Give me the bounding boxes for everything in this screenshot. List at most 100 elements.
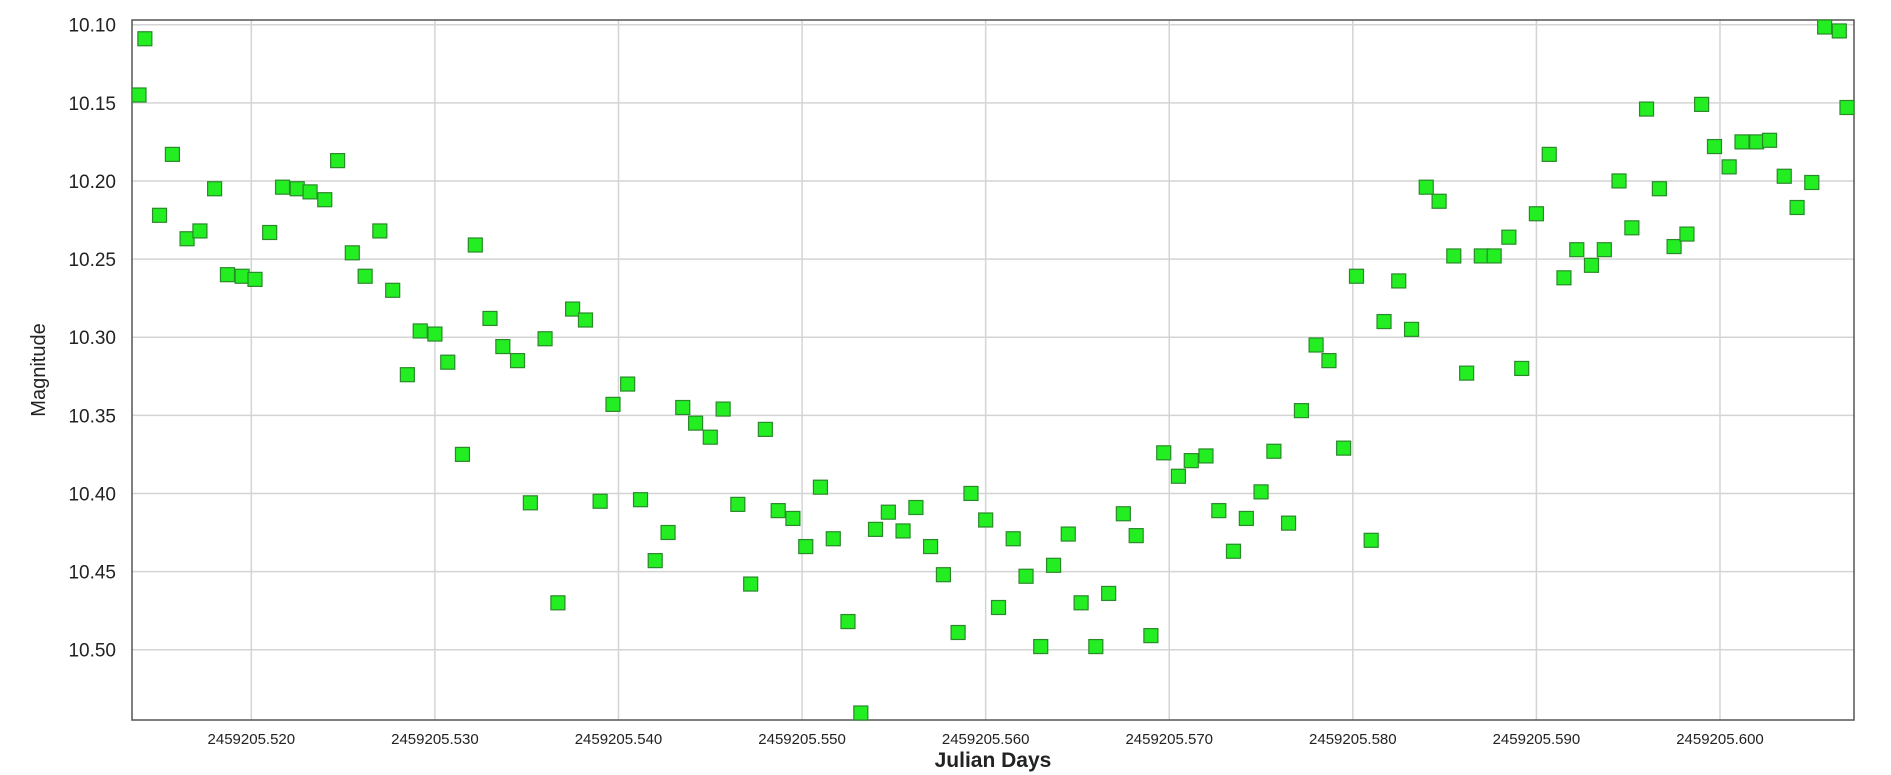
data-point — [1776, 168, 1792, 184]
data-point — [1651, 181, 1668, 197]
data-point — [522, 495, 538, 511]
data-point — [908, 499, 924, 516]
plot-frame — [131, 19, 1855, 721]
data-point — [344, 245, 360, 261]
data-point — [1431, 193, 1447, 209]
data-point — [935, 567, 952, 583]
data-point — [274, 179, 291, 195]
data-point — [577, 312, 594, 328]
data-point — [385, 282, 401, 298]
x-tick-label: 2459205.530 — [391, 731, 479, 748]
data-point — [620, 376, 636, 392]
data-point — [1045, 557, 1062, 573]
data-point — [1734, 134, 1750, 150]
data-point — [1170, 468, 1187, 484]
y-tick-label: 10.50 — [68, 641, 116, 662]
data-point — [978, 512, 994, 528]
data-point — [1073, 595, 1089, 611]
data-point — [1376, 313, 1392, 330]
x-tick-label: 2459205.580 — [1309, 731, 1397, 748]
data-point — [1611, 173, 1627, 189]
y-axis-ticks: 10.10 10.15 10.20 10.25 10.30 10.35 10.40 10.45… — [68, 16, 116, 662]
data-point — [715, 401, 731, 417]
data-point — [1804, 174, 1820, 191]
data-point — [647, 553, 663, 569]
data-point — [798, 538, 814, 555]
data-point — [592, 493, 608, 509]
data-point — [247, 271, 263, 287]
data-point — [164, 146, 180, 162]
data-point — [1446, 248, 1462, 264]
data-points — [131, 19, 1855, 721]
data-point — [785, 510, 801, 527]
data-point — [372, 223, 388, 239]
data-point — [1336, 440, 1352, 456]
data-point — [702, 429, 718, 445]
data-point — [1721, 159, 1737, 175]
data-point — [1694, 96, 1710, 112]
x-tick-label: 2459205.600 — [1676, 731, 1764, 748]
data-point — [675, 399, 691, 416]
data-point — [1514, 360, 1530, 377]
data-point — [770, 503, 786, 519]
data-point — [564, 301, 581, 317]
data-point — [950, 624, 966, 641]
data-point — [482, 310, 498, 327]
data-point — [825, 531, 841, 547]
data-point — [880, 504, 896, 520]
data-point — [853, 705, 869, 721]
data-point — [1198, 448, 1214, 464]
data-point — [1238, 510, 1254, 527]
data-point — [1596, 242, 1612, 258]
data-point — [1403, 321, 1420, 337]
data-point — [219, 267, 236, 283]
data-point — [467, 237, 483, 253]
x-tick-label: 2459205.560 — [942, 731, 1030, 748]
y-tick-label: 10.20 — [68, 172, 116, 193]
data-point — [743, 576, 759, 592]
data-point — [1156, 445, 1172, 461]
y-tick-label: 10.40 — [68, 484, 116, 505]
data-point — [1280, 515, 1297, 531]
y-tick-label: 10.25 — [68, 250, 116, 271]
data-point — [812, 479, 829, 495]
data-point — [550, 595, 566, 611]
data-point — [1459, 365, 1475, 381]
data-point — [495, 338, 511, 355]
data-point — [137, 31, 153, 47]
data-point — [440, 354, 456, 370]
data-point — [867, 521, 884, 537]
data-point — [151, 207, 168, 223]
data-point — [1679, 226, 1695, 242]
data-point — [1789, 199, 1805, 216]
data-point — [399, 367, 415, 383]
data-point — [963, 485, 979, 502]
data-point — [1088, 638, 1104, 655]
data-point — [1060, 526, 1076, 542]
data-point — [289, 181, 305, 197]
x-tick-label: 2459205.540 — [575, 731, 663, 748]
x-tick-label: 2459205.590 — [1493, 731, 1581, 748]
data-point — [192, 223, 208, 239]
y-tick-label: 10.10 — [68, 16, 116, 37]
data-point — [357, 268, 373, 284]
data-point — [1418, 179, 1434, 195]
data-point — [660, 524, 676, 541]
data-point — [1761, 132, 1778, 148]
data-point — [412, 323, 428, 339]
data-point — [605, 396, 621, 412]
data-point — [990, 599, 1007, 616]
data-point — [1225, 543, 1242, 559]
x-tick-label: 2459205.520 — [208, 731, 296, 748]
data-point — [317, 192, 333, 208]
data-point — [922, 538, 939, 555]
data-point — [757, 421, 773, 437]
data-point — [1624, 220, 1640, 236]
y-tick-label: 10.30 — [68, 328, 116, 349]
data-point — [730, 496, 746, 512]
data-point — [1266, 443, 1282, 459]
data-point — [1115, 506, 1131, 522]
data-point — [1253, 484, 1269, 500]
data-point — [1183, 453, 1199, 469]
